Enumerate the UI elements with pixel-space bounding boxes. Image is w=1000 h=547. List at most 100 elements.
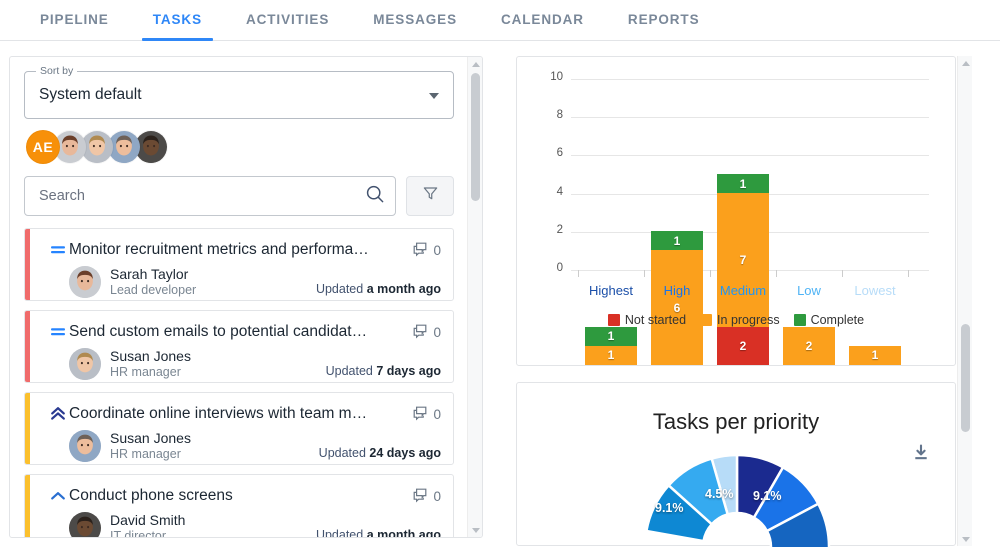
comment-count-value: 0: [433, 242, 441, 258]
assignee-role: IT director: [110, 528, 167, 538]
legend-item[interactable]: Not started: [607, 313, 686, 327]
tab-calendar[interactable]: CALENDAR: [500, 12, 584, 27]
bar-segment-complete[interactable]: 1: [717, 174, 769, 194]
legend-item[interactable]: In progress: [700, 313, 780, 327]
updated-prefix: Updated: [318, 446, 366, 460]
tab-activities[interactable]: ACTIVITIES: [245, 12, 330, 27]
bar-segment-in-progress[interactable]: 2: [783, 326, 835, 365]
avatar[interactable]: AE: [26, 130, 60, 164]
tasks-sidebar-panel: Sort by System default AE: [9, 56, 483, 538]
comment-count[interactable]: 0: [412, 241, 441, 260]
sidebar-scrollbar[interactable]: [467, 57, 482, 537]
search-box[interactable]: [24, 176, 396, 216]
reports-scrollbar[interactable]: [957, 56, 972, 546]
search-row: [24, 176, 454, 216]
download-icon[interactable]: [911, 443, 931, 468]
x-axis-label: Highest: [588, 283, 634, 298]
reports-scrollbar-thumb[interactable]: [961, 324, 970, 432]
bar-segment-not-started[interactable]: 2: [717, 326, 769, 365]
comment-icon: [412, 487, 428, 506]
pie-slice-label: 9.1%: [655, 501, 684, 515]
pie-slice[interactable]: [666, 457, 730, 527]
y-axis-tick-label: 4: [556, 185, 563, 198]
assignee-avatar: [69, 512, 101, 537]
assignee-role: HR manager: [110, 364, 181, 379]
scroll-up-arrow-icon[interactable]: [468, 57, 482, 71]
updated-prefix: Updated: [315, 282, 364, 296]
bar-segment-complete[interactable]: 1: [585, 326, 637, 346]
updated-value: a month ago: [366, 528, 441, 538]
assignee-avatar: [69, 430, 101, 462]
chevron-up-icon: [47, 487, 69, 505]
bar-segment-in-progress[interactable]: 6: [651, 250, 703, 365]
bar-column[interactable]: 1: [849, 174, 901, 365]
task-card[interactable]: Conduct phone screens 0 David Smith IT dire…: [24, 474, 454, 538]
y-axis-tick-label: 10: [550, 71, 563, 83]
scroll-down-arrow-icon[interactable]: [468, 523, 482, 537]
tab-reports[interactable]: REPORTS: [627, 12, 700, 27]
x-axis-tick: [908, 270, 909, 277]
task-card[interactable]: Coordinate online interviews with team m…: [24, 392, 454, 465]
tab-messages[interactable]: MESSAGES: [373, 12, 457, 27]
assignee-name: Susan Jones: [110, 348, 191, 365]
legend-label: In progress: [717, 313, 780, 327]
comment-count[interactable]: 0: [412, 405, 441, 424]
chart-legend: Not started In progress Complete: [517, 313, 955, 327]
x-axis-label: Lowest: [854, 283, 896, 298]
task-card[interactable]: Monitor recruitment metrics and performa…: [24, 228, 454, 301]
comment-count[interactable]: 0: [412, 323, 441, 342]
scroll-down-arrow-icon[interactable]: [958, 532, 973, 546]
avatar[interactable]: [53, 130, 87, 164]
updated-value: 24 days ago: [369, 446, 441, 460]
pie-slice[interactable]: [644, 483, 714, 543]
top-navigation: PIPELINE TASKS ACTIVITIES MESSAGES CALENDAR R…: [0, 0, 1000, 41]
assignee-info: Susan Jones HR manager: [110, 348, 191, 379]
stacked-bar-chart: 0 2 4 6 8 10 1 1 Highest 6 1 High 2 7 1 Medium 2 Low 1 Lowe…: [517, 57, 955, 365]
assignee-avatar-group: AE: [26, 130, 454, 164]
search-icon[interactable]: [365, 184, 385, 209]
updated-value: a month ago: [366, 282, 441, 296]
sort-by-select[interactable]: Sort by System default: [24, 65, 454, 119]
reports-column: 0 2 4 6 8 10 1 1 Highest 6 1 High 2 7 1 Medium 2 Low 1 Lowe…: [516, 56, 972, 547]
nav-tab-list: PIPELINE TASKS ACTIVITIES MESSAGES CALENDAR R…: [0, 0, 1000, 41]
task-meta: Sarah Taylor Lead developer Updated a mont…: [47, 266, 441, 298]
task-card[interactable]: Send custom emails to potential candidat…: [24, 310, 454, 383]
bar-column[interactable]: 2: [783, 174, 835, 365]
assignee-info: Susan Jones HR manager: [110, 430, 191, 461]
equals-icon: [47, 323, 69, 341]
task-title: Send custom emails to potential candidat…: [69, 323, 368, 340]
tab-pipeline[interactable]: PIPELINE: [40, 12, 109, 27]
assignee-avatar: [69, 348, 101, 380]
updated-timestamp: Updated a month ago: [316, 282, 441, 298]
bar-segment-in-progress[interactable]: 1: [585, 345, 637, 365]
updated-value: 7 days ago: [376, 364, 441, 378]
tab-tasks[interactable]: TASKS: [131, 0, 224, 41]
task-title: Conduct phone screens: [69, 487, 233, 504]
comment-count-value: 0: [433, 324, 441, 340]
x-axis-tick: [776, 270, 777, 277]
bar-segment-complete[interactable]: 1: [651, 231, 703, 251]
task-title: Monitor recruitment metrics and performa…: [69, 241, 369, 258]
bar-segment-in-progress[interactable]: 7: [717, 193, 769, 327]
comment-count[interactable]: 0: [412, 487, 441, 506]
scroll-up-arrow-icon[interactable]: [958, 56, 973, 70]
legend-item[interactable]: Complete: [793, 313, 864, 327]
task-list: Monitor recruitment metrics and performa…: [24, 228, 454, 538]
assignee-name: Susan Jones: [110, 430, 191, 447]
gridline: [571, 155, 929, 157]
search-input[interactable]: [39, 188, 365, 204]
donut-chart: 9.1% 4.5% 9.1%: [517, 451, 955, 547]
y-axis-tick-label: 8: [556, 109, 563, 122]
equals-icon: [47, 241, 69, 259]
x-axis-tick: [644, 270, 645, 277]
y-axis-tick-label: 6: [556, 147, 563, 160]
comment-icon: [412, 241, 428, 260]
sidebar-scrollbar-thumb[interactable]: [471, 73, 480, 201]
filter-button[interactable]: [406, 176, 454, 216]
bar-segment-in-progress[interactable]: 1: [849, 345, 901, 365]
pie-slice[interactable]: [765, 502, 831, 547]
updated-prefix: Updated: [315, 528, 364, 538]
